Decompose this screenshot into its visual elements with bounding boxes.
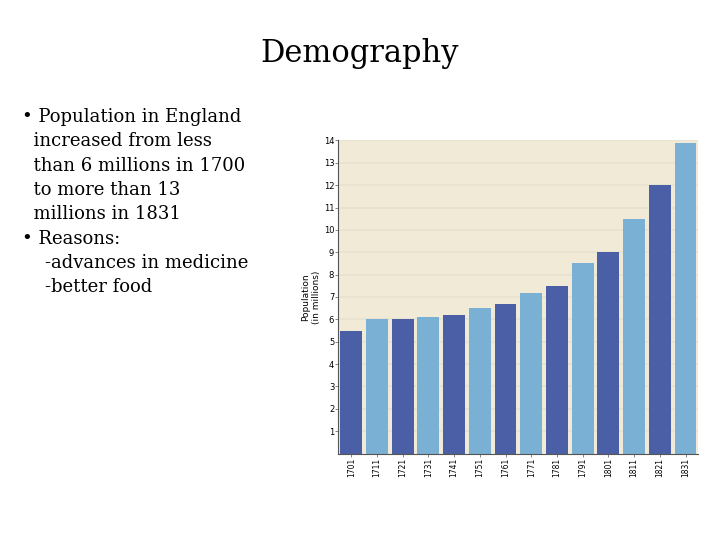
Bar	[624, 219, 645, 454]
Bar	[675, 143, 696, 454]
Text: • Population in England
  increased from less
  than 6 millions in 1700
  to mor: • Population in England increased from l…	[22, 108, 248, 296]
Bar	[572, 264, 593, 454]
Bar	[495, 303, 516, 454]
Bar	[418, 317, 439, 454]
Bar	[366, 319, 388, 454]
Bar	[469, 308, 491, 454]
Bar	[392, 319, 413, 454]
Y-axis label: Population
(in millions): Population (in millions)	[301, 271, 321, 323]
Bar	[444, 315, 465, 454]
Bar	[521, 293, 542, 454]
Bar	[546, 286, 568, 454]
Bar	[649, 185, 671, 454]
Bar	[341, 330, 362, 454]
Bar	[598, 252, 619, 454]
Text: Demography: Demography	[261, 38, 459, 69]
